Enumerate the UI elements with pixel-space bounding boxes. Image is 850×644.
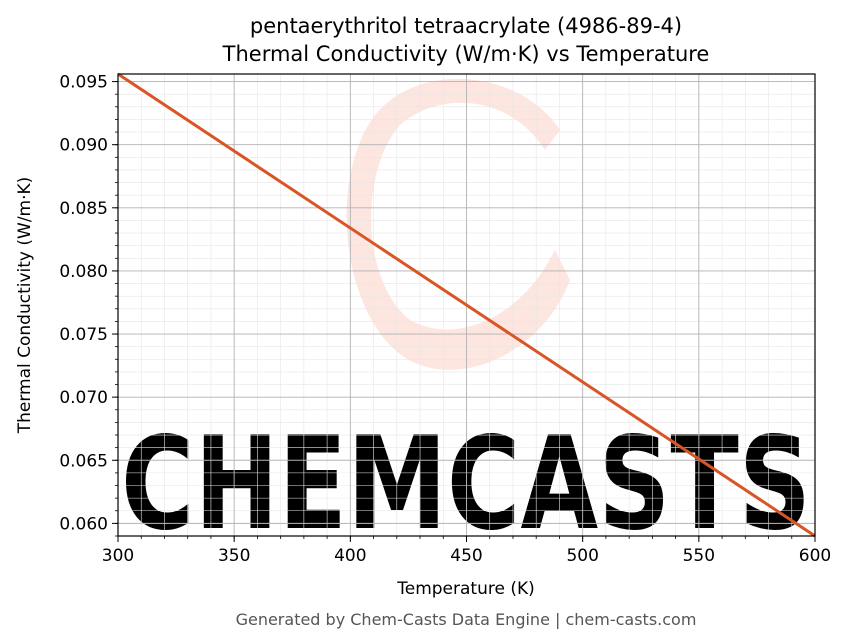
y-tick-label: 0.085 — [59, 199, 108, 219]
y-tick-label: 0.065 — [59, 451, 108, 471]
x-tick-label: 350 — [218, 546, 250, 566]
series-line — [117, 72, 816, 538]
x-axis: 300 350 400 450 500 550 600 — [102, 536, 831, 566]
y-tick-label: 0.060 — [59, 514, 108, 534]
x-tick-label: 600 — [799, 546, 831, 566]
series-layer — [117, 72, 816, 538]
x-tick-label: 550 — [683, 546, 715, 566]
footer-credit: Generated by Chem-Casts Data Engine | ch… — [236, 610, 697, 629]
y-axis-label: Thermal Conductivity (W/m·K) — [15, 177, 35, 435]
y-tick-label: 0.080 — [59, 262, 108, 282]
y-tick-label: 0.070 — [59, 388, 108, 408]
chart-title-line2: Thermal Conductivity (W/m·K) vs Temperat… — [222, 42, 710, 66]
chart-title-line1: pentaerythritol tetraacrylate (4986-89-4… — [250, 14, 682, 38]
y-tick-label: 0.075 — [59, 325, 108, 345]
y-tick-label: 0.095 — [59, 73, 108, 93]
x-tick-label: 450 — [450, 546, 482, 566]
y-axis: 0.060 0.065 0.070 0.075 0.080 0.085 0.090 0.095 — [59, 73, 118, 537]
x-axis-label: Temperature (K) — [396, 579, 535, 599]
x-tick-label: 400 — [334, 546, 366, 566]
x-tick-label: 500 — [566, 546, 598, 566]
x-tick-label: 300 — [102, 546, 134, 566]
watermark: CHEMCASTS — [121, 78, 811, 559]
y-tick-label: 0.090 — [59, 136, 108, 156]
